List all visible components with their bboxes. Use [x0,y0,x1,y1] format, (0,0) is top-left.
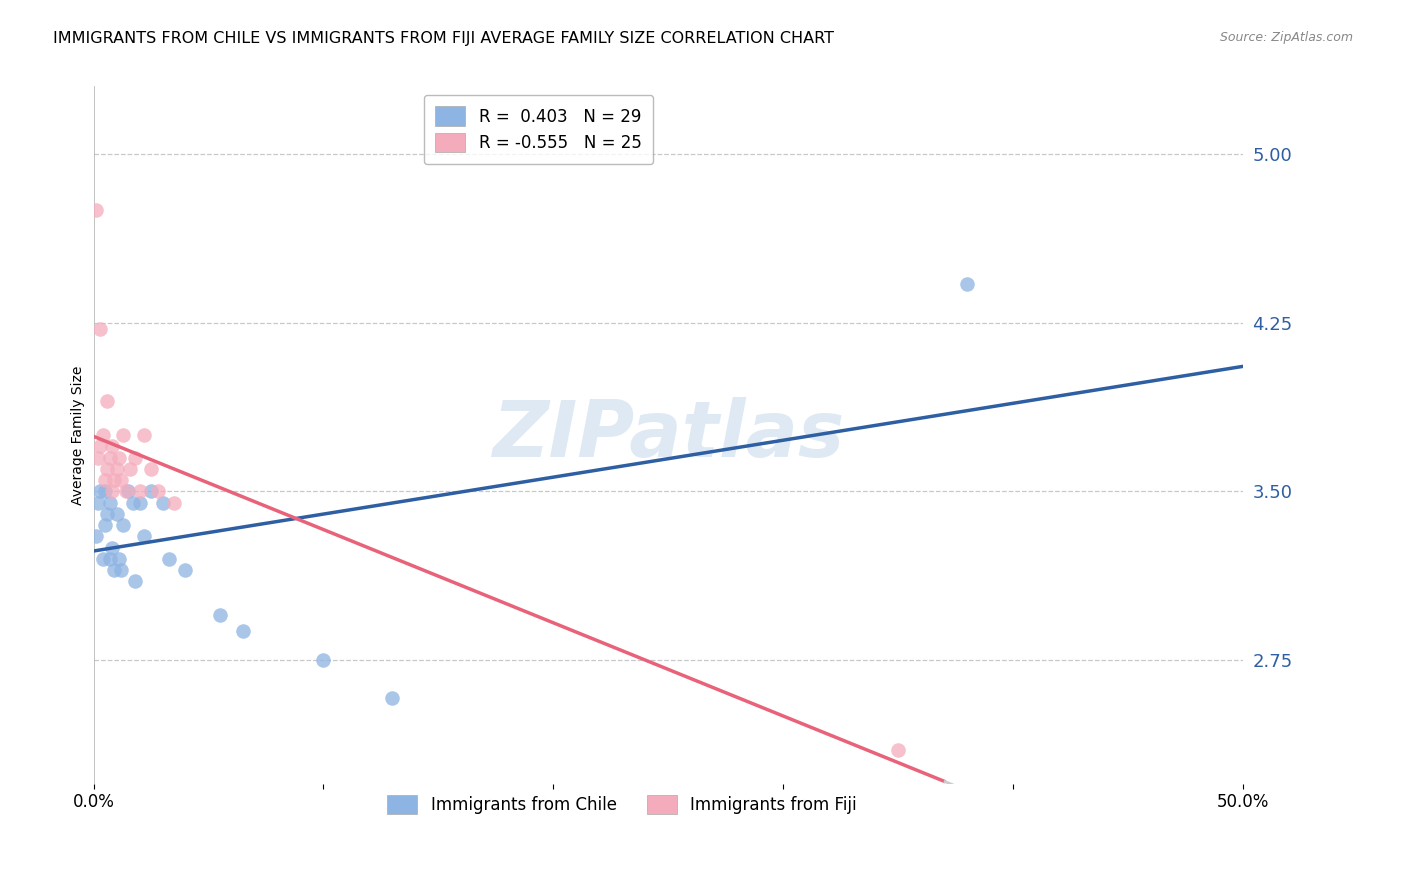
Point [124,450,146,465]
Point [174,563,197,577]
Point [89,484,111,499]
Point [120,462,142,476]
Point [163,495,186,509]
Point [152,495,174,509]
Point [312,653,335,667]
Point [87,450,110,465]
Point [103,563,125,577]
Point [114,484,136,499]
Point [98,450,121,465]
Point [139,484,162,499]
Point [84,203,107,218]
Text: ZIPatlas: ZIPatlas [492,397,844,473]
Point [101,541,124,555]
Point [89,439,111,453]
Point [134,428,156,442]
Point [89,322,111,336]
Point [108,450,131,465]
Point [208,607,231,622]
Point [139,462,162,476]
Point [108,551,131,566]
Point [112,428,135,442]
Point [956,277,979,292]
Point [96,394,118,409]
Point [887,743,910,757]
Point [87,495,110,509]
Point [96,507,118,521]
Legend: Immigrants from Chile, Immigrants from Fiji: Immigrants from Chile, Immigrants from F… [377,785,866,824]
Point [157,551,180,566]
Point [128,495,150,509]
Point [146,484,169,499]
Point [124,574,146,589]
Point [91,428,114,442]
Y-axis label: Average Family Size: Average Family Size [72,366,86,505]
Point [117,484,139,499]
Point [101,439,124,453]
Point [110,563,132,577]
Point [103,473,125,487]
Point [98,495,121,509]
Point [110,473,132,487]
Point [98,551,121,566]
Point [112,518,135,533]
Point [94,518,117,533]
Point [232,624,254,638]
Text: IMMIGRANTS FROM CHILE VS IMMIGRANTS FROM FIJI AVERAGE FAMILY SIZE CORRELATION CH: IMMIGRANTS FROM CHILE VS IMMIGRANTS FROM… [53,31,834,46]
Point [84,529,107,543]
Text: Source: ZipAtlas.com: Source: ZipAtlas.com [1219,31,1353,45]
Point [94,473,117,487]
Point [91,551,114,566]
Point [101,484,124,499]
Point [128,484,150,499]
Point [105,507,128,521]
Point [96,462,118,476]
Point [134,529,156,543]
Point [381,691,404,706]
Point [94,484,117,499]
Point [105,462,128,476]
Point [121,495,143,509]
